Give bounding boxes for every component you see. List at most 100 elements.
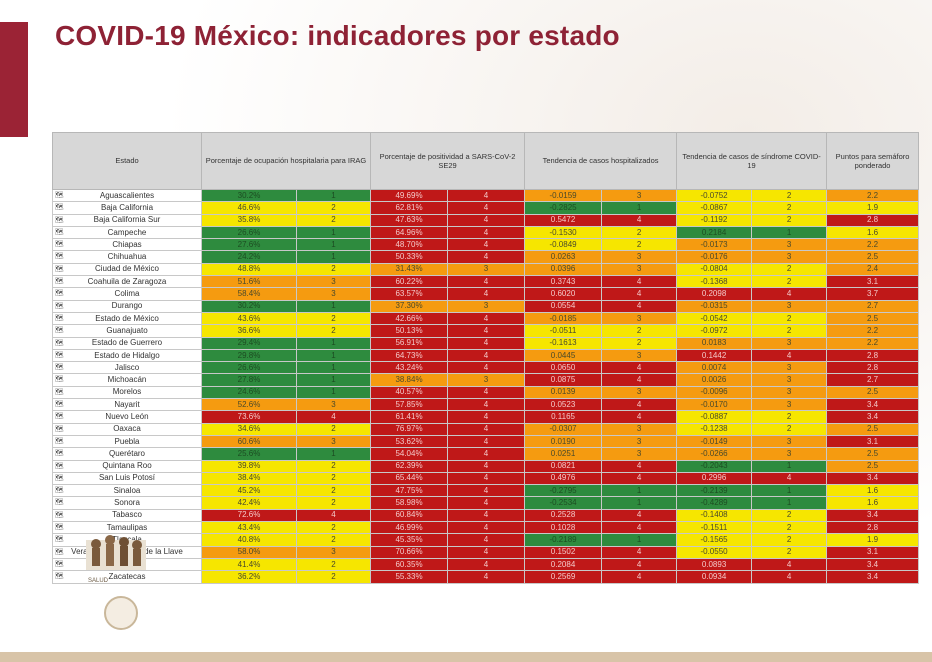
logo-text: SALUD — [88, 578, 109, 584]
pos-p-cell: 4 — [447, 545, 526, 559]
state-name: Colima — [114, 289, 140, 299]
pts-cell: 2.5 — [826, 311, 920, 326]
hosp-cell: 0.0821 — [524, 459, 603, 473]
map-icon: 🗺 — [55, 474, 64, 482]
state-name-cell: 🗺 Querétaro — [52, 447, 202, 461]
sind-p-cell: 3 — [751, 398, 828, 412]
sind-p-cell: 1 — [751, 225, 828, 240]
occ-cell: 51.6% — [201, 275, 297, 289]
table-row: 🗺 Morelos 24.6% 1 40.57% 4 0.0139 3 -0.0096 3 2.5 — [52, 385, 920, 400]
pts-cell: 2.7 — [826, 299, 920, 313]
salud-logo — [86, 535, 146, 570]
occ-cell: 58.4% — [201, 287, 297, 301]
occ-p-cell: 2 — [295, 201, 372, 215]
map-icon: 🗺 — [55, 314, 64, 322]
pos-cell: 61.41% — [370, 410, 449, 424]
state-name: Querétaro — [108, 448, 146, 458]
hosp-cell: 0.0650 — [524, 361, 603, 375]
header-estado: Estado — [52, 132, 202, 190]
table-row: 🗺 Baja California Sur 35.8% 2 47.63% 4 0.5472 4… — [52, 213, 920, 227]
sind-p-cell: 4 — [751, 570, 828, 584]
pos-cell: 64.73% — [370, 348, 449, 363]
hosp-cell: 0.0396 — [524, 262, 603, 277]
occ-cell: 27.6% — [201, 238, 297, 252]
map-icon: 🗺 — [55, 524, 64, 532]
state-name: Baja California — [100, 202, 154, 212]
hosp-cell: 0.0139 — [524, 385, 603, 400]
occ-cell: 27.8% — [201, 373, 297, 387]
pos-cell: 43.24% — [370, 361, 449, 375]
pts-cell: 2.8 — [826, 521, 920, 535]
map-icon: 🗺 — [55, 511, 64, 519]
map-icon: 🗺 — [55, 376, 64, 384]
table-row: 🗺 Coahuila de Zaragoza 51.6% 3 60.22% 4 0.3743… — [52, 275, 920, 289]
pos-cell: 64.96% — [370, 225, 449, 240]
hosp-cell: -0.2534 — [524, 496, 603, 510]
hosp-p-cell: 2 — [601, 238, 678, 252]
hosp-cell: -0.0307 — [524, 422, 603, 436]
sind-p-cell: 3 — [751, 299, 828, 313]
pos-p-cell: 4 — [447, 410, 526, 424]
table-header-row: Estado Porcentaje de ocupación hospitala… — [52, 132, 920, 190]
pos-cell: 49.69% — [370, 188, 449, 203]
pos-cell: 65.44% — [370, 471, 449, 486]
state-name: Aguascalientes — [99, 190, 155, 200]
sind-cell: -0.0887 — [676, 410, 753, 424]
hosp-cell: 0.0554 — [524, 299, 603, 313]
pos-p-cell: 4 — [447, 275, 526, 289]
pos-p-cell: 4 — [447, 385, 526, 400]
map-icon: 🗺 — [55, 290, 64, 298]
table-row: 🗺 San Luis Potosí 38.4% 2 65.44% 4 0.4976 4 0.29… — [52, 471, 920, 486]
pos-p-cell: 4 — [447, 557, 526, 572]
hosp-cell: 0.2084 — [524, 557, 603, 572]
state-name: Estado de México — [95, 313, 159, 323]
pts-cell: 1.6 — [826, 484, 920, 498]
hosp-cell: -0.2795 — [524, 484, 603, 498]
map-icon: 🗺 — [55, 278, 64, 286]
occ-p-cell: 2 — [295, 262, 372, 277]
sind-cell: 0.0026 — [676, 373, 753, 387]
sind-cell: 0.2098 — [676, 287, 753, 301]
state-name: San Luis Potosí — [98, 473, 156, 483]
pos-cell: 60.22% — [370, 275, 449, 289]
state-name: Guanajuato — [106, 325, 148, 335]
occ-p-cell: 3 — [295, 434, 372, 449]
sind-p-cell: 3 — [751, 434, 828, 449]
map-icon: 🗺 — [55, 437, 64, 445]
pos-cell: 42.66% — [370, 311, 449, 326]
sind-cell: 0.0934 — [676, 570, 753, 584]
occ-p-cell: 2 — [295, 422, 372, 436]
pts-cell: 2.7 — [826, 373, 920, 387]
hosp-p-cell: 4 — [601, 521, 678, 535]
table-row: 🗺 Michoacán 27.8% 1 38.84% 3 0.0875 4 0.0026 3 2.7 — [52, 373, 920, 387]
state-name: Estado de Hidalgo — [94, 350, 160, 360]
occ-p-cell: 4 — [295, 410, 372, 424]
pts-cell: 2.5 — [826, 459, 920, 473]
pos-p-cell: 4 — [447, 422, 526, 436]
occ-cell: 73.6% — [201, 410, 297, 424]
state-name: Michoacán — [107, 375, 147, 385]
sind-cell: -0.4289 — [676, 496, 753, 510]
occ-cell: 26.6% — [201, 361, 297, 375]
pos-p-cell: 4 — [447, 238, 526, 252]
pos-p-cell: 4 — [447, 471, 526, 486]
sind-cell: 0.0893 — [676, 557, 753, 572]
state-name: Chihuahua — [107, 252, 147, 262]
map-icon: 🗺 — [55, 302, 64, 310]
state-name-cell: 🗺 Estado de México — [52, 311, 202, 326]
hosp-p-cell: 4 — [601, 213, 678, 227]
occ-cell: 34.6% — [201, 422, 297, 436]
state-name-cell: 🗺 Durango — [52, 299, 202, 313]
map-icon: 🗺 — [55, 401, 64, 409]
pts-cell: 1.6 — [826, 225, 920, 240]
occ-p-cell: 2 — [295, 533, 372, 547]
pts-cell: 1.6 — [826, 496, 920, 510]
hosp-cell: -0.0511 — [524, 324, 603, 338]
table-row: 🗺 Estado de Guerrero 29.4% 1 56.91% 4 -0.1613 2… — [52, 336, 920, 350]
state-name-cell: 🗺 Baja California — [52, 201, 202, 215]
pos-p-cell: 4 — [447, 570, 526, 584]
sind-cell: -0.0550 — [676, 545, 753, 559]
pos-cell: 46.99% — [370, 521, 449, 535]
state-name-cell: 🗺 Nayarit — [52, 398, 202, 412]
pos-p-cell: 3 — [447, 373, 526, 387]
